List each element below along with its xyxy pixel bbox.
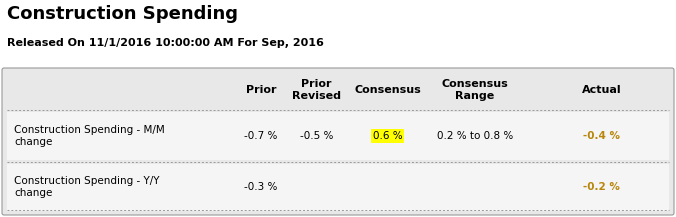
Text: -0.4 %: -0.4 %: [583, 131, 621, 141]
Text: Prior
Revised: Prior Revised: [292, 79, 341, 101]
Text: Consensus: Consensus: [354, 85, 420, 95]
Text: Construction Spending - M/M
change: Construction Spending - M/M change: [14, 125, 165, 146]
Text: Actual: Actual: [582, 85, 622, 95]
Text: Construction Spending: Construction Spending: [7, 5, 238, 23]
FancyBboxPatch shape: [7, 163, 669, 211]
Text: -0.5 %: -0.5 %: [300, 131, 333, 141]
Text: Prior: Prior: [246, 85, 276, 95]
Text: 0.2 % to 0.8 %: 0.2 % to 0.8 %: [437, 131, 513, 141]
Text: -0.2 %: -0.2 %: [583, 182, 621, 192]
Text: 0.6 %: 0.6 %: [372, 131, 402, 141]
FancyBboxPatch shape: [7, 112, 669, 159]
Text: Consensus
Range: Consensus Range: [441, 79, 508, 101]
Text: -0.3 %: -0.3 %: [245, 182, 278, 192]
FancyBboxPatch shape: [2, 68, 674, 215]
Text: -0.7 %: -0.7 %: [245, 131, 278, 141]
Text: Construction Spending - Y/Y
change: Construction Spending - Y/Y change: [14, 176, 160, 198]
Text: Released On 11/1/2016 10:00:00 AM For Sep, 2016: Released On 11/1/2016 10:00:00 AM For Se…: [7, 38, 324, 48]
